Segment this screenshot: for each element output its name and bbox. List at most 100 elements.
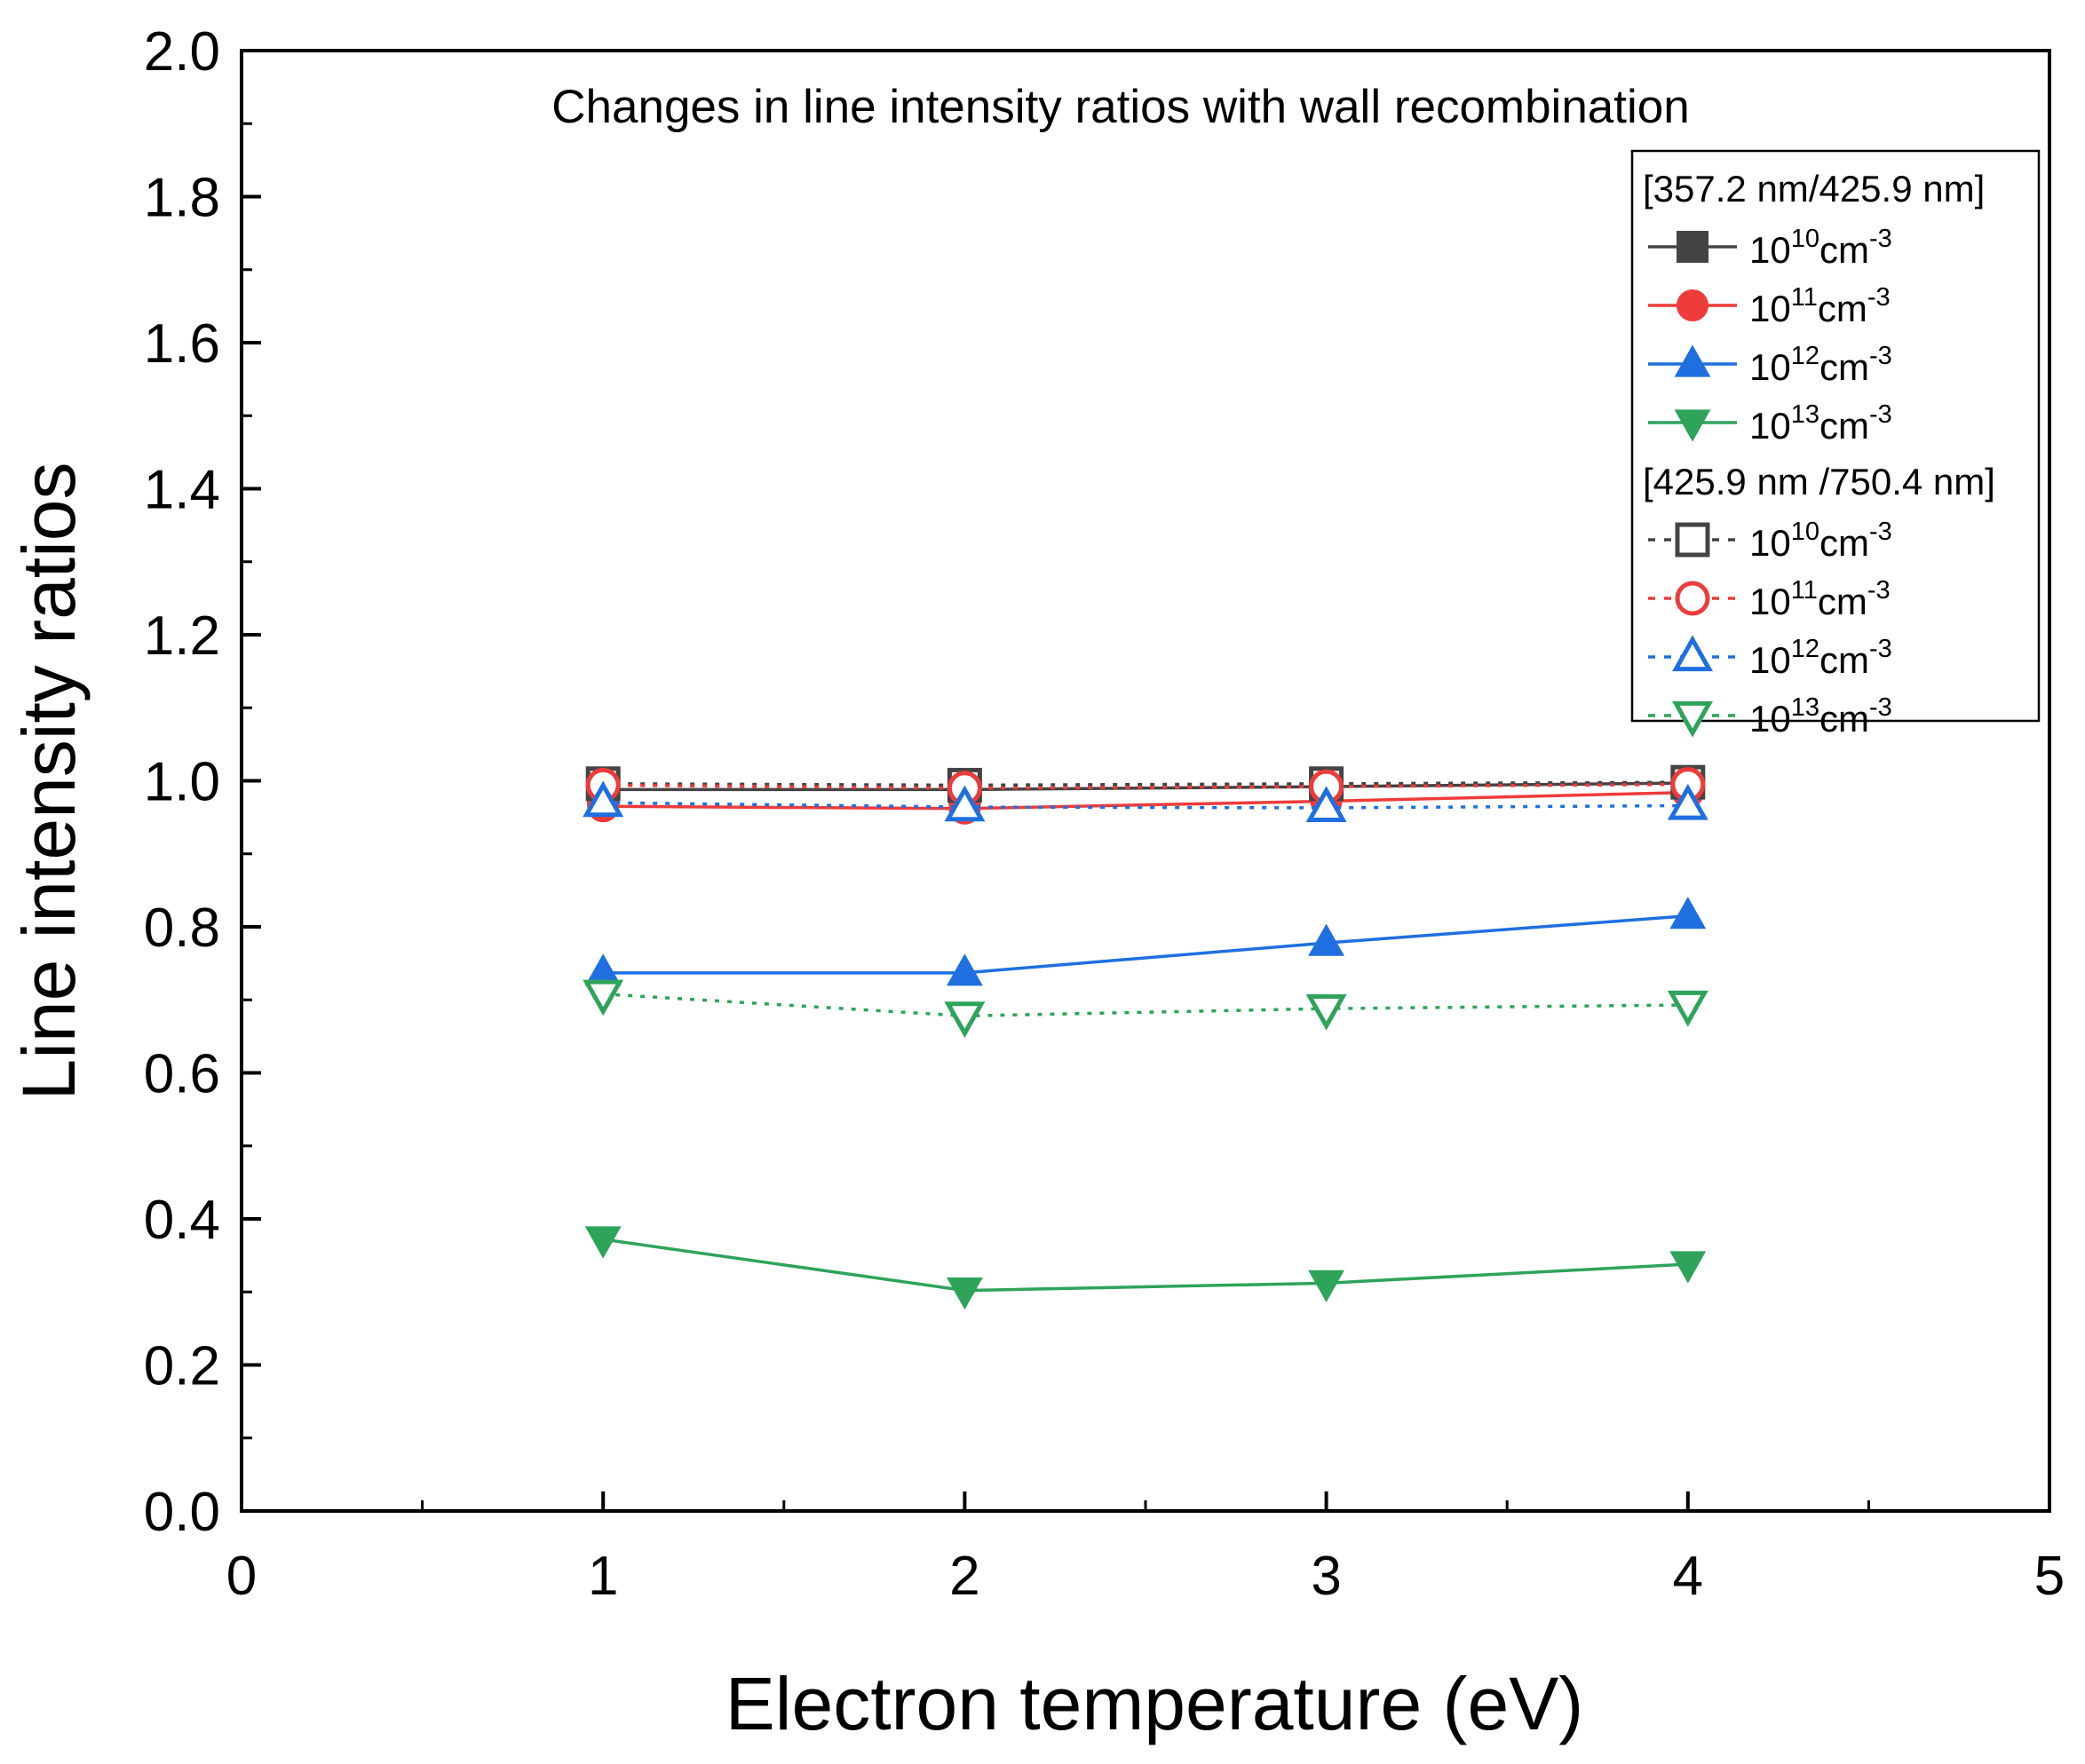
x-axis-title: Electron temperature (eV) bbox=[725, 1662, 1583, 1745]
x-tick-label: 2 bbox=[949, 1546, 979, 1607]
plot-area-frame bbox=[240, 49, 2051, 1513]
y-tick-label: 0.6 bbox=[144, 1044, 220, 1105]
x-tick-label: 0 bbox=[226, 1546, 257, 1607]
data-point bbox=[1305, 994, 1347, 1031]
legend-marker bbox=[1675, 581, 1710, 616]
legend-label-unit-exponent: -3 bbox=[1869, 518, 1892, 546]
legend-entry: 1012cm-3 bbox=[1648, 342, 1892, 388]
legend-label-exponent: 13 bbox=[1791, 400, 1819, 429]
y-tick-label: 0.0 bbox=[144, 1482, 220, 1543]
legend-marker bbox=[1677, 231, 1708, 263]
legend-label: 1012cm-3 bbox=[1749, 635, 1892, 681]
y-tick-label: 1.0 bbox=[144, 752, 220, 813]
legend-label: 1011cm-3 bbox=[1749, 283, 1891, 329]
legend-label-base: 10 bbox=[1749, 346, 1791, 388]
y-tick-label: 0.8 bbox=[144, 898, 220, 959]
legend-label: 1013cm-3 bbox=[1749, 400, 1892, 447]
legend-marker bbox=[1672, 700, 1713, 738]
legend-label-base: 10 bbox=[1749, 288, 1791, 329]
data-point bbox=[1308, 1270, 1345, 1302]
legend-label: 1013cm-3 bbox=[1749, 693, 1892, 740]
legend-group-title: [425.9 nm /750.4 nm] bbox=[1643, 461, 1995, 502]
legend-marker bbox=[1675, 522, 1710, 558]
legend-entry: 1013cm-3 bbox=[1648, 693, 1892, 740]
legend-label-exponent: 10 bbox=[1791, 225, 1819, 253]
legend-label-base: 10 bbox=[1749, 522, 1791, 564]
series-line bbox=[602, 1238, 1688, 1293]
legend-label-base: 10 bbox=[1749, 698, 1791, 740]
legend-entry: 1011cm-3 bbox=[1648, 576, 1891, 622]
legend-label-exponent: 13 bbox=[1791, 693, 1819, 722]
legend-label-base: 10 bbox=[1749, 405, 1791, 447]
x-tick-label: 5 bbox=[2034, 1546, 2065, 1607]
legend-label-base: 10 bbox=[1749, 581, 1791, 622]
legend-label-unit-exponent: -3 bbox=[1869, 225, 1892, 253]
series-ratio-357-426-12 bbox=[584, 897, 1707, 986]
legend-label: 1011cm-3 bbox=[1749, 576, 1891, 622]
data-point bbox=[583, 979, 624, 1016]
data-point bbox=[584, 1226, 622, 1259]
legend-marker bbox=[1677, 289, 1708, 321]
legend-label-unit-exponent: -3 bbox=[1869, 635, 1892, 663]
data-point bbox=[944, 785, 986, 822]
legend-label-base: 10 bbox=[1749, 229, 1791, 271]
legend-label-exponent: 12 bbox=[1791, 342, 1819, 370]
legend-label: 1010cm-3 bbox=[1749, 518, 1892, 564]
legend-marker bbox=[1674, 344, 1711, 377]
legend-label-exponent: 10 bbox=[1791, 518, 1819, 546]
legend-label-base: 10 bbox=[1749, 639, 1791, 681]
data-point bbox=[946, 953, 983, 986]
data-point bbox=[946, 1278, 983, 1310]
legend-label-unit-exponent: -3 bbox=[1869, 400, 1892, 429]
legend: [357.2 nm/425.9 nm]1010cm-31011cm-31012c… bbox=[1630, 149, 2041, 740]
legend-label-unit-exponent: -3 bbox=[1869, 342, 1892, 370]
y-tick-label: 1.4 bbox=[144, 460, 220, 521]
x-tick-label: 4 bbox=[1673, 1546, 1703, 1607]
series-ratio-426-750-13 bbox=[583, 979, 1708, 1038]
legend-entry: 1010cm-3 bbox=[1648, 225, 1892, 271]
legend-label-unit: cm bbox=[1819, 522, 1869, 564]
y-tick-label: 2.0 bbox=[144, 21, 220, 83]
data-point bbox=[1667, 783, 1708, 820]
series-ratio-426-750-11 bbox=[585, 767, 1706, 806]
series-line bbox=[603, 781, 1688, 792]
data-point bbox=[1667, 990, 1708, 1027]
y-axis-title: Line intensity ratios bbox=[7, 462, 91, 1100]
legend-label-unit: cm bbox=[1819, 346, 1869, 388]
legend-entry: 1012cm-3 bbox=[1648, 635, 1892, 681]
series-line bbox=[603, 914, 1688, 975]
series-ratio-426-750-12 bbox=[583, 780, 1708, 823]
axis-ticks-layer: 0 1 2 3 4 50.00.20.40.60.81.01.21.41.61.82.0 bbox=[144, 21, 2065, 1607]
data-point bbox=[1669, 1251, 1707, 1284]
legend-entry: 1013cm-3 bbox=[1648, 400, 1892, 447]
legend-marker bbox=[1672, 635, 1713, 672]
x-tick-label: 1 bbox=[588, 1546, 618, 1607]
legend-label-exponent: 11 bbox=[1791, 283, 1818, 312]
legend-label-unit-exponent: -3 bbox=[1869, 693, 1892, 722]
legend-label-unit: cm bbox=[1819, 698, 1869, 740]
legend-entry: 1011cm-3 bbox=[1648, 283, 1891, 329]
legend-label-unit: cm bbox=[1818, 288, 1867, 329]
y-tick-label: 1.2 bbox=[144, 605, 220, 667]
data-point bbox=[1669, 897, 1707, 929]
legend-label-unit: cm bbox=[1819, 405, 1869, 447]
legend-label-unit: cm bbox=[1819, 229, 1869, 271]
x-tick-label: 3 bbox=[1311, 1546, 1341, 1607]
legend-label-unit: cm bbox=[1819, 639, 1869, 681]
legend-label-unit-exponent: -3 bbox=[1867, 283, 1891, 312]
series-layer bbox=[583, 764, 1708, 1310]
legend-label-unit-exponent: -3 bbox=[1867, 576, 1891, 605]
legend-label-exponent: 11 bbox=[1791, 576, 1818, 605]
data-point bbox=[1308, 923, 1345, 956]
legend-label-unit: cm bbox=[1818, 581, 1867, 622]
legend-group-title: [357.2 nm/425.9 nm] bbox=[1643, 168, 1985, 210]
series-ratio-357-426-13 bbox=[584, 1226, 1707, 1310]
y-tick-label: 1.8 bbox=[144, 168, 220, 229]
y-tick-label: 0.4 bbox=[144, 1190, 220, 1251]
data-point bbox=[583, 780, 624, 818]
y-tick-label: 1.6 bbox=[144, 313, 220, 375]
legend-marker bbox=[1674, 409, 1711, 442]
series-line bbox=[603, 790, 1688, 811]
